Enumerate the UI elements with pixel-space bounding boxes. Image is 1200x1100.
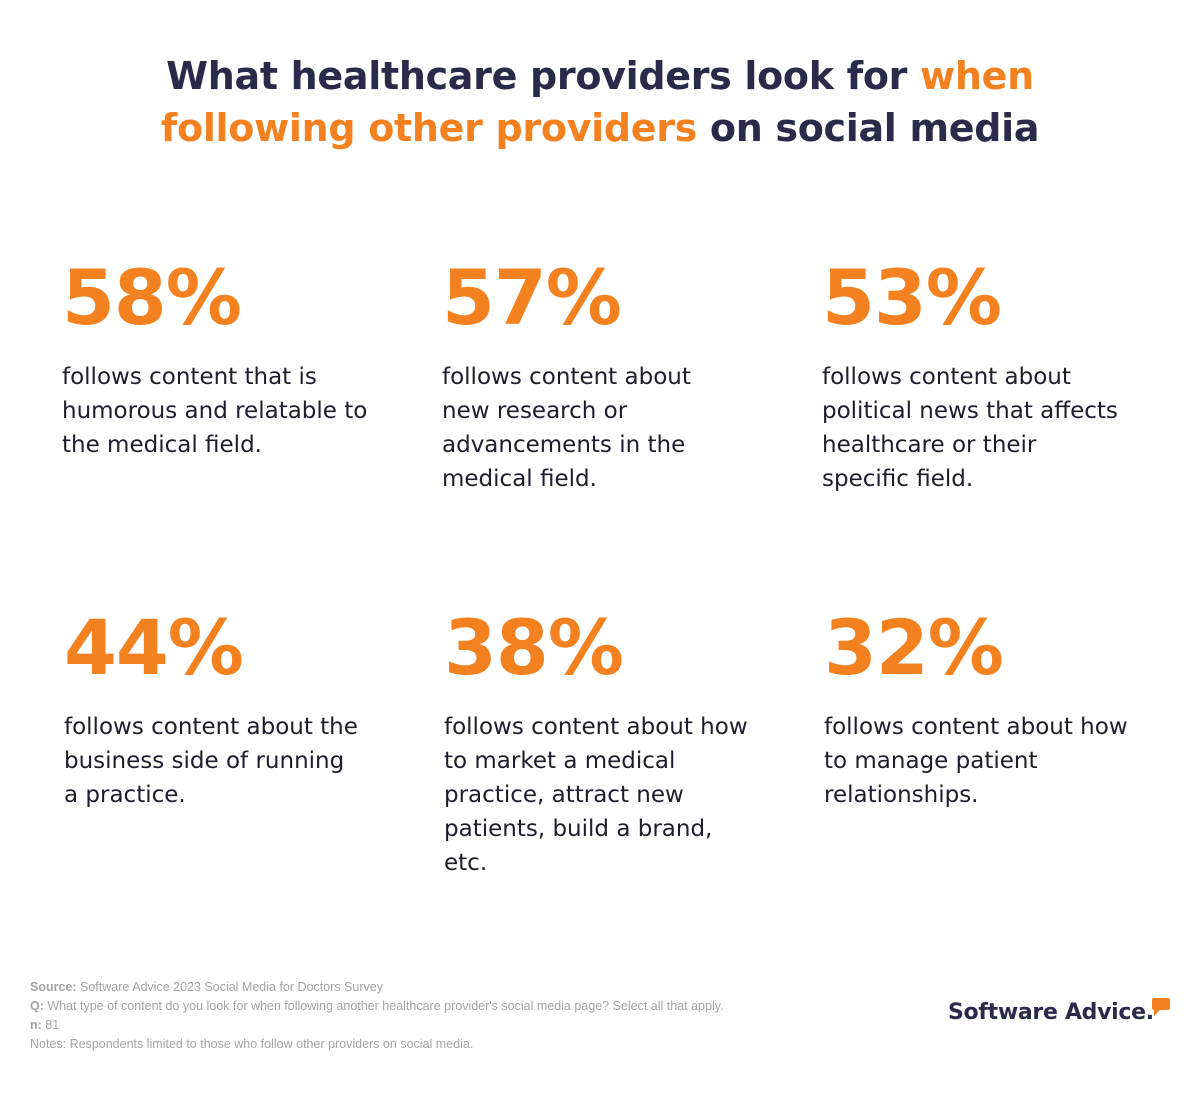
- stat-description: follows content about new research or ad…: [442, 364, 691, 492]
- speech-bubble-icon: [1152, 998, 1170, 1016]
- stat-card: 58% follows content that is humorous and…: [62, 258, 382, 462]
- stat-description: follows content that is humorous and rel…: [62, 364, 368, 458]
- title-highlight-1: when: [920, 54, 1034, 98]
- footnote-sample-size: n: 81: [30, 1018, 60, 1032]
- title-highlight-2: following other providers: [160, 106, 697, 150]
- stat-value: 57%: [442, 253, 622, 342]
- stat-card: 57% follows content about new research o…: [442, 258, 762, 496]
- stat-value: 32%: [824, 603, 1004, 692]
- stat-card: 32% follows content about how to manage …: [824, 608, 1144, 812]
- title-part-1: What healthcare providers look for: [166, 54, 921, 98]
- software-advice-logo: Software Advice.: [948, 1000, 1154, 1025]
- stat-card: 53% follows content about political news…: [822, 258, 1142, 496]
- stat-description: follows content about the business side …: [64, 714, 358, 808]
- footnote-notes: Notes: Respondents limited to those who …: [30, 1037, 474, 1051]
- stat-value: 58%: [62, 253, 242, 342]
- page-title: What healthcare providers look for when …: [0, 50, 1200, 154]
- stat-description: follows content about how to manage pati…: [824, 714, 1128, 808]
- stat-description: follows content about political news tha…: [822, 364, 1118, 492]
- title-part-4: on social media: [696, 106, 1040, 150]
- footnote-question: Q: What type of content do you look for …: [30, 999, 724, 1013]
- footnote-source: Source: Software Advice 2023 Social Medi…: [30, 980, 383, 994]
- stat-value: 38%: [444, 603, 624, 692]
- stat-value: 44%: [64, 603, 244, 692]
- stat-card: 44% follows content about the business s…: [64, 608, 384, 812]
- stat-description: follows content about how to market a me…: [444, 714, 748, 876]
- stat-card: 38% follows content about how to market …: [444, 608, 764, 880]
- footnote: Source: Software Advice 2023 Social Medi…: [30, 978, 724, 1054]
- stat-value: 53%: [822, 253, 1002, 342]
